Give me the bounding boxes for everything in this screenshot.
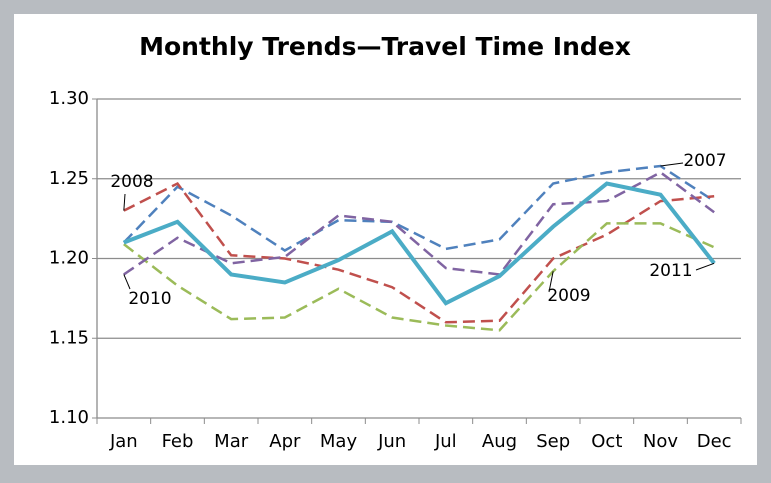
series-label: 2010 xyxy=(128,289,171,309)
x-tick-label: Dec xyxy=(697,431,732,452)
y-tick-label: 1.20 xyxy=(49,248,89,269)
series-line xyxy=(123,170,715,276)
series-line xyxy=(122,164,715,252)
x-tick-label: Feb xyxy=(162,431,194,452)
x-tick-label: Jan xyxy=(109,431,138,452)
series-line xyxy=(123,181,715,324)
series-line xyxy=(123,222,715,332)
x-tick-label: Jun xyxy=(377,431,406,452)
x-tick-label: Sep xyxy=(536,431,570,452)
series-label: 2008 xyxy=(110,172,153,192)
y-tick-label: 1.30 xyxy=(49,88,89,109)
y-tick-label: 1.10 xyxy=(49,407,89,428)
x-tick-label: Aug xyxy=(482,431,517,452)
leader-line xyxy=(123,274,131,290)
x-tick-label: Oct xyxy=(591,431,622,452)
chart-title: Monthly Trends—Travel Time Index xyxy=(139,32,631,61)
leader-line xyxy=(660,162,684,167)
series-label: 2007 xyxy=(683,151,726,171)
leader-line xyxy=(548,271,554,293)
series-label: 2009 xyxy=(547,286,590,306)
x-tick-label: Mar xyxy=(214,431,249,452)
y-tick-label: 1.15 xyxy=(49,327,89,348)
panel xyxy=(14,14,757,465)
y-tick-label: 1.25 xyxy=(49,168,89,189)
x-tick-label: May xyxy=(320,431,358,452)
series-label: 2011 xyxy=(649,261,692,281)
x-tick-label: Nov xyxy=(643,431,678,452)
x-tick-label: Apr xyxy=(269,431,301,452)
leader-line xyxy=(123,193,126,211)
x-tick-label: Jul xyxy=(434,431,457,452)
leader-line xyxy=(695,262,715,271)
series-line xyxy=(123,181,716,306)
